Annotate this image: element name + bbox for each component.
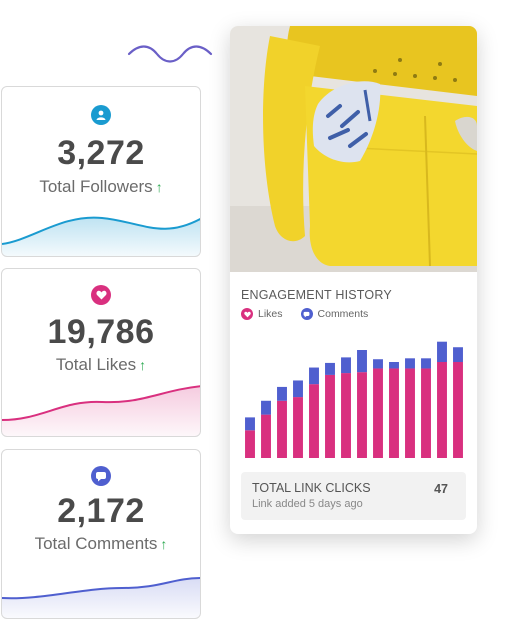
comment-icon (91, 466, 111, 486)
engagement-bar-chart (245, 341, 463, 458)
comments-card[interactable]: 2,172 Total Comments ↑ (1, 449, 201, 619)
bar-comments-12 (437, 341, 447, 362)
comments-sparkline (2, 577, 200, 618)
up-arrow-icon: ↑ (155, 179, 163, 195)
heart-icon (241, 308, 253, 320)
bar-comments-4 (309, 367, 319, 385)
followers-sparkline (2, 216, 200, 256)
bar-comments-8 (373, 359, 383, 369)
up-arrow-icon: ↑ (139, 357, 147, 373)
bar-comments-9 (389, 362, 399, 369)
bar-likes-7 (357, 372, 367, 458)
bar-comments-11 (421, 358, 431, 369)
link-clicks-subtitle: Link added 5 days ago (252, 498, 363, 510)
bar-comments-1 (261, 400, 271, 415)
followers-label: Total Followers ↑ (39, 177, 163, 196)
bar-likes-1 (261, 414, 271, 458)
bar-comments-0 (245, 417, 255, 431)
comment-icon (300, 308, 313, 320)
bar-likes-5 (325, 374, 335, 458)
legend-comments[interactable]: Comments (300, 308, 369, 320)
yellow-sofa-photo (230, 26, 477, 272)
bar-likes-13 (453, 362, 463, 458)
bar-comments-13 (453, 347, 463, 362)
engagement-card: ENGAGEMENT HISTORY Likes Comments TOTAL … (230, 26, 477, 534)
bar-likes-11 (421, 368, 431, 458)
followers-value: 3,272 (57, 134, 145, 172)
chart-legend: Likes Comments (241, 308, 368, 320)
followers-card[interactable]: 3,272 Total Followers ↑ (1, 86, 201, 257)
bar-comments-7 (357, 350, 367, 373)
heart-icon (91, 285, 111, 305)
bar-likes-10 (405, 368, 415, 458)
bar-likes-9 (389, 368, 399, 458)
bar-likes-6 (341, 373, 351, 458)
bar-comments-2 (277, 386, 287, 401)
decorative-squiggle (127, 45, 213, 63)
legend-comments-label: Comments (317, 308, 369, 320)
bar-likes-8 (373, 368, 383, 458)
bar-comments-5 (325, 362, 335, 375)
comments-value: 2,172 (57, 492, 145, 530)
legend-likes[interactable]: Likes (241, 308, 283, 320)
bar-likes-3 (293, 397, 303, 458)
bar-likes-12 (437, 362, 447, 458)
bar-comments-10 (405, 358, 415, 369)
link-clicks-title: TOTAL LINK CLICKS (252, 481, 371, 495)
engagement-history-title: ENGAGEMENT HISTORY (241, 288, 392, 302)
bar-likes-4 (309, 384, 319, 458)
likes-card[interactable]: 19,786 Total Likes ↑ (1, 268, 201, 437)
user-icon (91, 105, 111, 125)
total-link-clicks-panel[interactable]: TOTAL LINK CLICKS Link added 5 days ago … (241, 472, 466, 520)
comments-label: Total Comments ↑ (34, 534, 168, 553)
up-arrow-icon: ↑ (160, 536, 168, 552)
link-clicks-count: 47 (434, 482, 448, 496)
likes-sparkline (2, 385, 200, 436)
bar-likes-2 (277, 400, 287, 458)
legend-likes-label: Likes (258, 308, 283, 320)
likes-value: 19,786 (47, 313, 155, 351)
likes-label: Total Likes ↑ (55, 355, 147, 374)
bar-likes-0 (245, 430, 255, 458)
bar-comments-6 (341, 357, 351, 374)
bar-comments-3 (293, 380, 303, 398)
